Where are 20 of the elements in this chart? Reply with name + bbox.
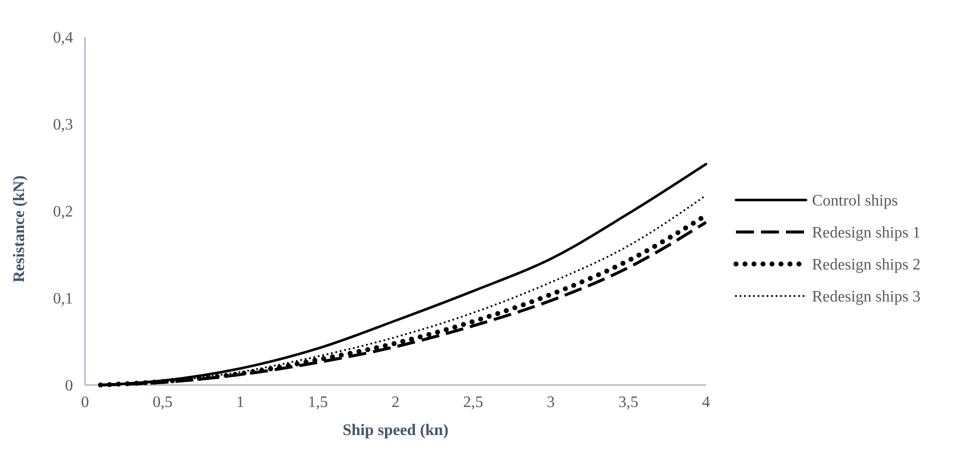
y-tick-label: 0,4	[53, 30, 73, 47]
x-tick-label: 2	[392, 394, 400, 411]
y-tick-label: 0,3	[53, 116, 73, 134]
y-axis-title: Resistance (kN)	[11, 175, 28, 283]
x-tick-label: 4	[702, 394, 710, 411]
legend-label: Control ships	[812, 192, 898, 210]
legend-label: Redesign ships 3	[812, 288, 920, 306]
x-axis-title: Ship speed (kn)	[342, 422, 448, 439]
x-tick-label: 3,5	[618, 394, 638, 411]
y-tick-label: 0	[65, 378, 73, 395]
y-tick-label: 0,2	[53, 204, 73, 221]
x-tick-label: 0,5	[152, 394, 173, 411]
legend-label: Redesign ships 1	[812, 224, 920, 242]
x-tick-label: 0	[81, 394, 89, 411]
x-tick-label: 2,5	[463, 394, 484, 411]
legend-label: Redesign ships 2	[812, 256, 920, 274]
x-tick-label: 1,5	[308, 394, 328, 411]
y-tick-label: 0,1	[53, 290, 73, 308]
x-tick-label: 3	[546, 394, 555, 411]
x-tick-label: 1	[236, 394, 244, 411]
